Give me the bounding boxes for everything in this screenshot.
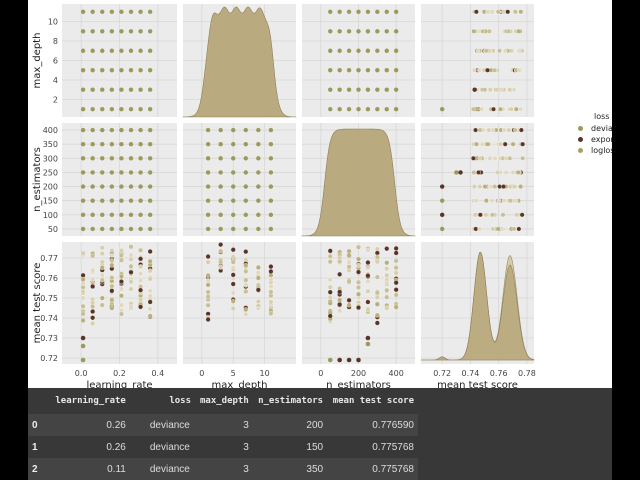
- svg-text:0.73: 0.73: [40, 334, 58, 343]
- svg-text:0.72: 0.72: [433, 369, 451, 378]
- svg-text:2: 2: [53, 95, 58, 104]
- svg-text:6: 6: [53, 57, 58, 66]
- svg-text:0.72: 0.72: [40, 354, 58, 363]
- legend-item-logloss: logloss: [574, 145, 638, 156]
- cell-loss: deviance: [129, 414, 195, 436]
- svg-text:10: 10: [260, 369, 270, 378]
- column-header-learning-rate: learning_rate: [50, 388, 130, 414]
- legend-label: deviance: [591, 124, 628, 133]
- cell-mean-test-score: 0.775768: [327, 436, 418, 458]
- table-row: 2 0.11 deviance 3 350 0.775768: [28, 458, 418, 480]
- column-header-n-estimators: n_estimators: [252, 388, 328, 414]
- cell-loss: deviance: [129, 458, 195, 480]
- svg-text:learning_rate: learning_rate: [86, 380, 152, 388]
- svg-text:50: 50: [48, 225, 58, 234]
- column-header-loss: loss: [129, 388, 195, 414]
- cell-n-estimators: 350: [252, 458, 328, 480]
- row-index: 2: [28, 458, 50, 480]
- table-row: 1 0.26 deviance 3 150 0.775768: [28, 436, 418, 458]
- svg-text:0.74: 0.74: [40, 314, 58, 323]
- svg-text:150: 150: [43, 197, 58, 206]
- table-row: 0 0.26 deviance 3 200 0.776590: [28, 414, 418, 436]
- table-header-row: learning_rate loss max_depth n_estimator…: [28, 388, 418, 414]
- svg-text:10: 10: [48, 18, 58, 27]
- cell-learning-rate: 0.11: [50, 458, 130, 480]
- svg-text:0.77: 0.77: [40, 254, 58, 263]
- legend-title: loss: [594, 112, 610, 121]
- svg-text:200: 200: [43, 183, 58, 192]
- cell-n-estimators: 200: [252, 414, 328, 436]
- svg-text:0: 0: [318, 369, 323, 378]
- svg-text:350: 350: [43, 140, 58, 149]
- svg-text:0.0: 0.0: [75, 369, 88, 378]
- svg-text:0.74: 0.74: [462, 369, 480, 378]
- legend-marker-icon: [578, 148, 583, 153]
- svg-text:0.76: 0.76: [40, 274, 58, 283]
- svg-text:4: 4: [53, 76, 58, 85]
- column-header-index: [28, 388, 50, 414]
- legend-item-deviance: deviance: [574, 123, 638, 134]
- svg-text:0.76: 0.76: [490, 369, 508, 378]
- cell-learning-rate: 0.26: [50, 414, 130, 436]
- legend-label: logloss: [591, 146, 619, 155]
- svg-text:max_depth: max_depth: [32, 33, 43, 89]
- column-header-mean-test-score: mean test score: [327, 388, 418, 414]
- svg-text:250: 250: [43, 168, 58, 177]
- svg-text:max_depth: max_depth: [212, 380, 268, 388]
- svg-text:8: 8: [53, 37, 58, 46]
- svg-text:mean test score: mean test score: [32, 263, 43, 344]
- row-index: 0: [28, 414, 50, 436]
- pairplot-figure: 0.0 0.2 0.4 0 5 10 0 200 400 0.72 0.74 0.76 0.78 2 4 6 8…: [28, 0, 638, 388]
- column-header-max-depth: max_depth: [195, 388, 253, 414]
- svg-text:100: 100: [43, 211, 58, 220]
- pairplot-svg: 0.0 0.2 0.4 0 5 10 0 200 400 0.72 0.74 0.76 0.782468…: [32, 4, 536, 388]
- svg-text:200: 200: [351, 369, 366, 378]
- cell-max-depth: 3: [195, 458, 253, 480]
- svg-text:mean test score: mean test score: [437, 380, 518, 388]
- cell-mean-test-score: 0.776590: [327, 414, 418, 436]
- svg-text:0.4: 0.4: [151, 369, 164, 378]
- svg-text:0.2: 0.2: [113, 369, 126, 378]
- cell-learning-rate: 0.26: [50, 436, 130, 458]
- svg-text:0.78: 0.78: [518, 369, 536, 378]
- row-index: 1: [28, 436, 50, 458]
- legend-marker-icon: [578, 126, 583, 131]
- cell-max-depth: 3: [195, 414, 253, 436]
- dataframe-output: learning_rate loss max_depth n_estimator…: [28, 388, 612, 480]
- svg-text:5: 5: [231, 369, 236, 378]
- svg-text:n_estimators: n_estimators: [326, 380, 391, 388]
- screen-border: [612, 0, 640, 480]
- svg-text:300: 300: [43, 154, 58, 163]
- dataframe-table: learning_rate loss max_depth n_estimator…: [28, 388, 418, 480]
- svg-text:400: 400: [389, 369, 404, 378]
- cell-max-depth: 3: [195, 436, 253, 458]
- cell-mean-test-score: 0.775768: [327, 458, 418, 480]
- cell-n-estimators: 150: [252, 436, 328, 458]
- svg-text:0: 0: [199, 369, 204, 378]
- cell-loss: deviance: [129, 436, 195, 458]
- svg-text:0.75: 0.75: [40, 294, 58, 303]
- svg-text:n_estimators: n_estimators: [32, 147, 43, 212]
- svg-text:400: 400: [43, 126, 58, 135]
- legend-marker-icon: [578, 137, 583, 142]
